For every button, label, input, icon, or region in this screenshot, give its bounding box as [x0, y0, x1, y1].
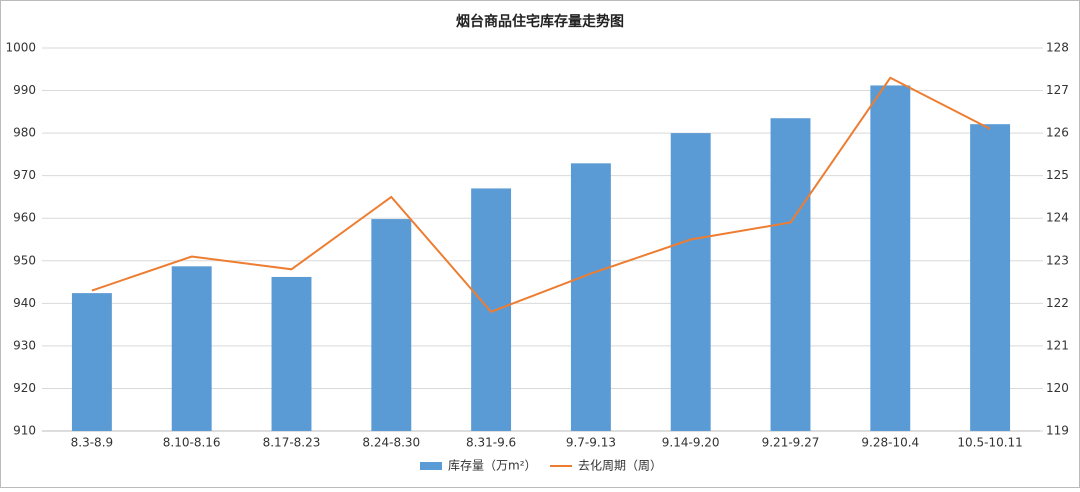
y2-tick-label: 125	[1046, 168, 1069, 182]
legend-swatch	[420, 462, 442, 470]
bar	[371, 219, 412, 431]
x-tick-label: 9.14-9.20	[662, 436, 720, 450]
x-tick-label: 8.31-9.6	[466, 436, 516, 450]
bar	[770, 118, 811, 431]
x-tick-label: 10.5-10.11	[957, 436, 1022, 450]
y-tick-label: 950	[13, 253, 36, 267]
bar	[171, 266, 212, 431]
y2-tick-label: 121	[1046, 338, 1069, 352]
bar	[471, 188, 512, 431]
x-tick-label: 8.24-8.30	[362, 436, 420, 450]
bar	[670, 133, 711, 431]
y-tick-label: 960	[13, 211, 36, 225]
x-tick-label: 8.3-8.9	[71, 436, 114, 450]
y2-tick-label: 124	[1046, 211, 1069, 225]
line	[91, 76, 991, 314]
legend-label: 去化周期（周）	[578, 459, 662, 473]
y-tick-label: 920	[13, 381, 36, 395]
y-tick-label: 930	[13, 338, 36, 352]
y2-tick-label: 123	[1046, 253, 1069, 267]
y-tick-label: 990	[13, 83, 36, 97]
chart-title: 烟台商品住宅库存量走势图	[456, 13, 624, 30]
y2-tick-label: 126	[1046, 126, 1069, 140]
y2-tick-label: 120	[1046, 381, 1069, 395]
bar	[570, 163, 611, 431]
x-tick-label: 9.21-9.27	[762, 436, 820, 450]
y2-tick-label: 119	[1046, 424, 1069, 438]
x-tick-label: 8.17-8.23	[263, 436, 321, 450]
y2-tick-label: 127	[1046, 83, 1069, 97]
bar	[870, 85, 911, 432]
bar	[71, 293, 112, 431]
y-tick-label: 980	[13, 126, 36, 140]
y-tick-label: 970	[13, 168, 36, 182]
x-tick-label: 9.7-9.13	[566, 436, 616, 450]
x-tick-label: 8.10-8.16	[163, 436, 221, 450]
y-tick-label: 910	[13, 424, 36, 438]
y-tick-label: 1000	[5, 41, 36, 55]
x-tick-label: 9.28-10.4	[861, 436, 919, 450]
bar	[970, 124, 1011, 432]
y-tick-label: 940	[13, 296, 36, 310]
legend-label: 库存量（万m²）	[448, 458, 537, 473]
y2-tick-label: 128	[1046, 41, 1069, 55]
y2-tick-label: 122	[1046, 296, 1069, 310]
bar	[271, 276, 312, 431]
